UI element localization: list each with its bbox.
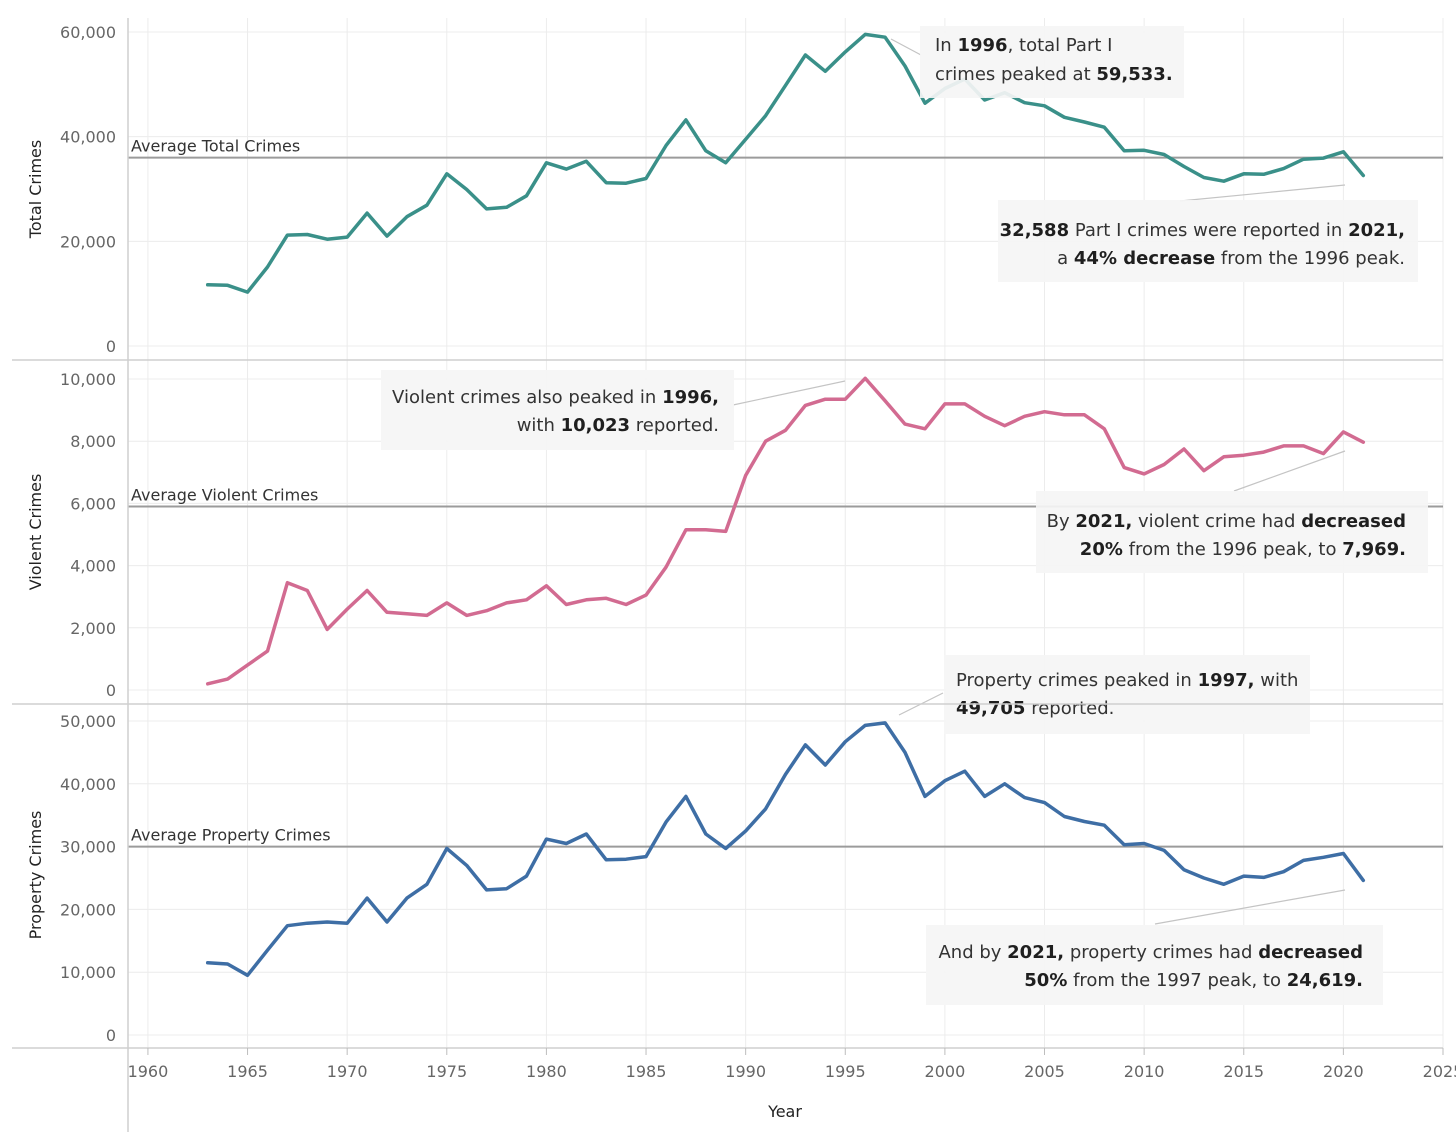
annotation-box bbox=[920, 26, 1184, 98]
annotation-text: 32,588 Part I crimes were reported in 20… bbox=[1000, 220, 1405, 241]
y-tick-label: 8,000 bbox=[70, 432, 116, 451]
axes-layer: 0 20,000 40,000 60,000 Total Crimes 0 2,000 4,0… bbox=[12, 18, 1456, 1132]
series-line bbox=[205, 721, 1366, 978]
annotation-leader bbox=[732, 380, 846, 406]
annotation-text: By 2021, violent crime had decreased bbox=[1047, 511, 1406, 532]
annotation-text: And by 2021, property crimes had decreas… bbox=[938, 942, 1363, 963]
y-tick-label: 30,000 bbox=[60, 838, 116, 857]
y-tick-label: 40,000 bbox=[60, 128, 116, 147]
annotation-text: 50% from the 1997 peak, to 24,619. bbox=[1024, 970, 1363, 991]
x-tick-label: 2005 bbox=[1024, 1062, 1065, 1081]
annotation-leader bbox=[890, 38, 922, 56]
x-axis-title: Year bbox=[767, 1102, 802, 1121]
y-tick-label: 0 bbox=[106, 681, 116, 700]
x-tick-label: 1965 bbox=[227, 1062, 268, 1081]
y-tick-label: 0 bbox=[106, 337, 116, 356]
annotations-layer: In 1996, total Part I crimes peaked at 59… bbox=[381, 26, 1428, 1005]
annotation-text: Violent crimes also peaked in 1996, bbox=[392, 387, 719, 408]
series-lines-layer bbox=[205, 32, 1366, 978]
x-tick-label: 2010 bbox=[1124, 1062, 1165, 1081]
annotation-leader bbox=[1233, 450, 1346, 492]
y-tick-label: 0 bbox=[106, 1026, 116, 1045]
annotation-text: 49,705 reported. bbox=[956, 698, 1114, 719]
y-axis-title: Violent Crimes bbox=[26, 474, 45, 591]
annotation-text: with 10,023 reported. bbox=[517, 415, 719, 436]
x-tick-label: 2020 bbox=[1323, 1062, 1364, 1081]
y-tick-label: 4,000 bbox=[70, 557, 116, 576]
series-line bbox=[205, 32, 1366, 294]
y-tick-label: 20,000 bbox=[60, 900, 116, 919]
x-tick-label: 1980 bbox=[526, 1062, 567, 1081]
y-tick-label: 2,000 bbox=[70, 619, 116, 638]
y-tick-label: 20,000 bbox=[60, 232, 116, 251]
y-tick-label: 10,000 bbox=[60, 963, 116, 982]
annotation-text: crimes peaked at 59,533. bbox=[935, 64, 1173, 85]
average-label: Average Property Crimes bbox=[131, 826, 331, 845]
average-label: Average Total Crimes bbox=[131, 137, 300, 156]
x-tick-label: 2000 bbox=[925, 1062, 966, 1081]
x-tick-label: 1985 bbox=[626, 1062, 667, 1081]
average-label: Average Violent Crimes bbox=[131, 486, 318, 505]
x-tick-label: 1990 bbox=[725, 1062, 766, 1081]
annotation-leader bbox=[1179, 184, 1346, 202]
y-tick-label: 40,000 bbox=[60, 775, 116, 794]
annotation-text: Property crimes peaked in 1997, with bbox=[956, 670, 1298, 691]
annotation-leader bbox=[1154, 889, 1346, 925]
series-line bbox=[205, 376, 1366, 686]
x-tick-label: 1970 bbox=[327, 1062, 368, 1081]
annotation-box bbox=[998, 200, 1418, 282]
x-tick-label: 1975 bbox=[426, 1062, 467, 1081]
annotation-text: a 44% decrease from the 1996 peak. bbox=[1057, 248, 1405, 269]
annotation-box bbox=[944, 655, 1310, 734]
annotation-box bbox=[381, 370, 734, 450]
annotation-box bbox=[1036, 491, 1428, 573]
x-tick-label: 2015 bbox=[1223, 1062, 1264, 1081]
y-tick-label: 60,000 bbox=[60, 23, 116, 42]
y-tick-label: 6,000 bbox=[70, 494, 116, 513]
annotation-text: In 1996, total Part I bbox=[935, 35, 1112, 56]
y-tick-label: 50,000 bbox=[60, 712, 116, 731]
x-tick-label: 2025 bbox=[1423, 1062, 1456, 1081]
y-tick-label: 10,000 bbox=[60, 370, 116, 389]
annotation-box bbox=[926, 925, 1383, 1005]
x-tick-label: 1995 bbox=[825, 1062, 866, 1081]
y-axis-title: Total Crimes bbox=[26, 140, 45, 239]
y-axis-title: Property Crimes bbox=[26, 811, 45, 940]
annotation-text: 20% from the 1996 peak, to 7,969. bbox=[1080, 539, 1406, 560]
x-tick-label: 1960 bbox=[128, 1062, 169, 1081]
